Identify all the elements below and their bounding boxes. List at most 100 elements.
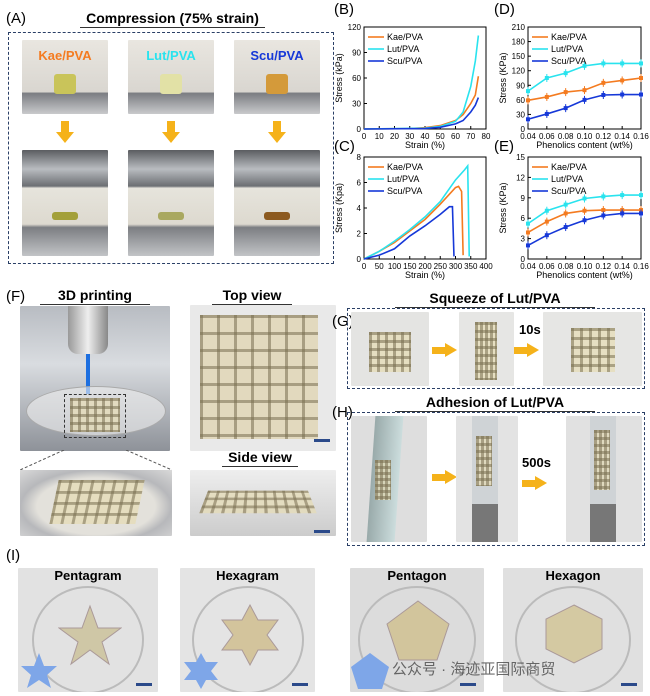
x-tick-label: 0.04 (520, 132, 536, 141)
y-tick-label: 2 (357, 230, 362, 239)
hexagon-photo: Hexagon (503, 568, 643, 692)
x-tick-label: 0.10 (577, 262, 593, 271)
right-arrow-icon (522, 476, 548, 490)
data-point (563, 71, 568, 76)
data-point (582, 97, 587, 102)
down-arrow-icon (56, 121, 74, 143)
panel-h-title: Adhesion of Lut/PVA (395, 394, 595, 412)
x-axis-label: Phenolics content (wt%) (536, 270, 633, 280)
hexagram-title: Hexagram (216, 568, 279, 583)
y-tick-label: 0 (357, 255, 362, 264)
data-point (563, 202, 568, 207)
y-tick-label: 3 (521, 235, 526, 244)
series-line-scu-pva (363, 205, 455, 260)
down-arrow-icon (162, 121, 180, 143)
squeeze-middle-photo (459, 312, 514, 386)
panel-g-frame (347, 308, 645, 389)
data-point (582, 88, 587, 93)
x-tick-label: 50 (375, 262, 384, 271)
data-point (582, 63, 587, 68)
y-tick-label: 0 (357, 125, 362, 134)
kae-label: Kae/PVA (38, 48, 92, 63)
legend-entry: Kae/PVA (387, 32, 423, 42)
data-point (544, 111, 549, 116)
x-tick-label: 70 (466, 132, 475, 141)
printing-photo (20, 306, 170, 451)
data-point (544, 219, 549, 224)
legend-entry: Scu/PVA (551, 56, 586, 66)
data-point (544, 233, 549, 238)
data-point (582, 196, 587, 201)
adhesion-middle-photo (456, 416, 518, 542)
panel-g-title: Squeeze of Lut/PVA (395, 290, 595, 308)
chart-E-label: (E) (494, 138, 514, 155)
y-tick-label: 60 (516, 96, 525, 105)
data-point (620, 61, 625, 66)
x-tick-label: 0.12 (596, 262, 612, 271)
adhesion-time: 500s (522, 455, 551, 470)
data-point (601, 80, 606, 85)
x-tick-label: 80 (482, 132, 491, 141)
x-axis-label: Strain (%) (405, 140, 445, 150)
x-tick-label: 0.16 (633, 262, 649, 271)
star-icon (21, 653, 57, 688)
legend-entry: Scu/PVA (387, 56, 422, 66)
data-point (563, 211, 568, 216)
data-point (526, 230, 530, 235)
y-tick-label: 180 (512, 38, 526, 47)
squeeze-start-photo (351, 312, 429, 386)
side-view-photo (190, 470, 336, 536)
data-point (582, 218, 587, 223)
scu-label: Scu/PVA (250, 48, 304, 63)
x-tick-label: 0.14 (614, 262, 630, 271)
legend-entry: Scu/PVA (551, 186, 586, 196)
x-tick-label: 0.12 (596, 132, 612, 141)
top-view-photo (190, 305, 336, 451)
adhesion-end-photo (566, 416, 642, 542)
data-point (563, 90, 568, 95)
data-point (601, 61, 606, 66)
pentagon-icon (351, 653, 389, 689)
y-axis-label: Stress (KPa) (498, 182, 508, 233)
y-tick-label: 15 (516, 153, 525, 162)
data-point (620, 193, 625, 198)
x-tick-label: 350 (464, 262, 478, 271)
hexagram-icon (184, 653, 218, 689)
y-tick-label: 30 (516, 110, 525, 119)
x-tick-label: 20 (390, 132, 399, 141)
y-tick-label: 120 (348, 23, 362, 32)
data-point (601, 208, 606, 213)
data-point (582, 208, 587, 213)
legend-entry: Kae/PVA (551, 32, 587, 42)
data-point (544, 208, 549, 213)
x-tick-label: 50 (436, 132, 445, 141)
x-tick-label: 100 (388, 262, 402, 271)
scu-compressed-photo (234, 150, 320, 256)
y-tick-label: 90 (352, 49, 361, 58)
lut-compressed-photo (128, 150, 214, 256)
y-axis-label: Stress (Kpa) (334, 183, 344, 233)
panel-f-label: (F) (6, 288, 26, 305)
panel-g-label: (G) (332, 313, 354, 330)
legend-entry: Lut/PVA (551, 44, 583, 54)
zoom-lines (20, 450, 172, 471)
y-tick-label: 30 (352, 100, 361, 109)
series-line-scu-pva (363, 97, 480, 130)
x-tick-label: 250 (434, 262, 448, 271)
y-tick-label: 210 (512, 23, 526, 32)
panel-h-frame (347, 412, 645, 546)
x-tick-label: 10 (375, 132, 384, 141)
side-view-title: Side view (222, 449, 298, 467)
x-axis-label: Phenolics content (wt%) (536, 140, 633, 150)
x-tick-label: 0.08 (558, 132, 574, 141)
x-tick-label: 400 (479, 262, 493, 271)
y-axis-label: Stress (kPa) (334, 53, 344, 103)
y-tick-label: 60 (352, 74, 361, 83)
top-view-title: Top view (212, 287, 292, 305)
right-arrow-icon (514, 343, 540, 357)
panel-i-label: (I) (6, 547, 21, 564)
y-tick-label: 9 (521, 194, 526, 203)
data-point (526, 221, 530, 226)
chart-B-label: (B) (334, 1, 354, 18)
legend-entry: Kae/PVA (551, 162, 587, 172)
